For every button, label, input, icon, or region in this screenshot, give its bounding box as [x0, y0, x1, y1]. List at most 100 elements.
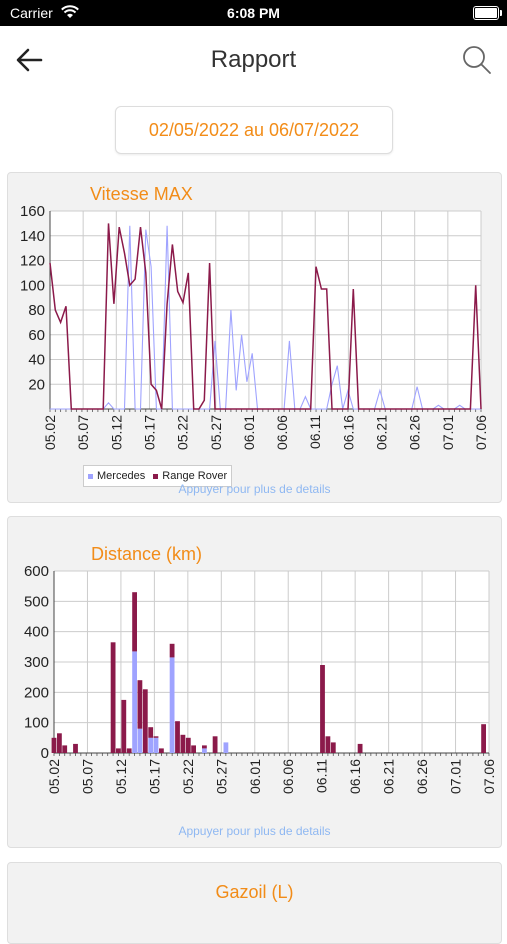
search-icon — [463, 46, 491, 74]
details-hint[interactable]: Appuyer pour plus de details — [178, 824, 331, 838]
y-tick-label: 500 — [24, 593, 49, 610]
legend-item-mercedes: Mercedes — [88, 470, 145, 482]
y-tick-label: 600 — [24, 563, 49, 580]
bar-range-rover — [148, 727, 154, 738]
x-tick-label: 06.16 — [347, 759, 363, 794]
chart-title: Gazoil (L) — [215, 882, 294, 902]
arrow-left-icon — [16, 48, 43, 72]
bar-range-rover — [142, 689, 148, 753]
y-tick-label: 100 — [24, 715, 49, 732]
y-tick-label: 40 — [28, 352, 45, 369]
legend-item-range-rover: Range Rover — [153, 470, 227, 482]
distance-chart-card[interactable]: Distance (km) 0 100 200 300 400 500 600 05.02 05… — [7, 516, 502, 848]
bar-mercedes — [153, 737, 159, 753]
x-tick-label: 05.22 — [180, 759, 196, 794]
y-tick-label: 300 — [24, 654, 49, 671]
x-tick-label: 06.06 — [274, 415, 290, 450]
bar-range-rover — [132, 592, 137, 652]
x-tick-label: 07.01 — [448, 759, 464, 794]
x-tick-label: 05.17 — [141, 415, 157, 450]
y-tick-label: 160 — [20, 203, 45, 220]
status-bar: Carrier 6:08 PM — [0, 0, 507, 26]
bar-range-rover — [116, 748, 121, 753]
x-tick-label: 07.01 — [440, 415, 456, 450]
search-button[interactable] — [461, 44, 493, 76]
x-tick-label: 06.16 — [340, 415, 356, 450]
x-tick-label: 07.06 — [473, 415, 489, 450]
bar-mercedes — [132, 651, 137, 753]
y-tick-label: 400 — [24, 624, 49, 641]
x-tick-label: 05.22 — [175, 415, 191, 450]
chart-title: Distance (km) — [91, 544, 203, 564]
bar-range-rover — [73, 743, 78, 753]
y-tick-label: 0 — [41, 745, 49, 762]
bar-mercedes — [202, 748, 207, 753]
x-tick-label: 06.11 — [307, 415, 323, 449]
bar-range-rover — [175, 721, 180, 753]
clock: 6:08 PM — [227, 5, 280, 21]
bar-range-rover — [212, 736, 218, 753]
x-tick-label: 06.21 — [381, 759, 397, 794]
bar-range-rover — [51, 737, 57, 753]
bar-range-rover — [481, 724, 486, 753]
x-tick-label: 05.12 — [113, 759, 129, 794]
details-hint[interactable]: Appuyer pour plus de details — [178, 482, 331, 496]
speed-chart-card[interactable]: Vitesse MAX 20 40 60 80 100 120 140 160 05.02 05.… — [7, 172, 502, 503]
bar-range-rover — [62, 745, 68, 753]
bar-range-rover — [159, 748, 164, 753]
bar-mercedes — [223, 742, 229, 753]
speed-chart: 20 40 60 80 100 120 140 160 05.02 05.07 05.12 05.17… — [20, 203, 489, 450]
bar-mercedes — [148, 737, 154, 753]
x-tick-label: 05.02 — [46, 759, 62, 794]
bar-mercedes — [137, 728, 143, 753]
y-tick-label: 20 — [28, 376, 45, 393]
x-tick-label: 06.26 — [407, 415, 423, 450]
wifi-icon — [60, 4, 80, 25]
y-tick-label: 120 — [20, 253, 45, 270]
series-line-range-rover — [49, 223, 482, 410]
carrier-label: Carrier — [10, 5, 53, 21]
y-tick-label: 100 — [20, 277, 45, 294]
x-tick-label: 05.07 — [79, 759, 95, 794]
bar-range-rover — [202, 745, 207, 749]
bar-range-rover — [325, 736, 331, 753]
x-tick-label: 05.27 — [208, 415, 224, 450]
x-tick-label: 06.26 — [414, 759, 430, 794]
y-tick-label: 140 — [20, 228, 45, 245]
bar-range-rover — [137, 680, 143, 729]
bar-range-rover — [169, 643, 175, 658]
bar-range-rover — [110, 642, 116, 753]
date-range-button[interactable]: 02/05/2022 au 06/07/2022 — [115, 106, 393, 154]
x-tick-label: 05.12 — [108, 415, 124, 450]
bar-range-rover — [57, 733, 62, 753]
x-tick-label: 06.21 — [374, 415, 390, 450]
bar-range-rover — [121, 699, 127, 753]
bar-range-rover — [180, 734, 186, 753]
x-tick-label: 05.27 — [213, 759, 229, 794]
y-tick-label: 80 — [28, 302, 45, 319]
x-tick-label: 06.06 — [280, 759, 296, 794]
x-tick-label: 06.01 — [241, 415, 257, 450]
bar-range-rover — [357, 743, 363, 753]
nav-bar: Rapport — [0, 26, 507, 94]
chart-title: Vitesse MAX — [90, 184, 193, 204]
bar-range-rover — [320, 665, 325, 753]
distance-chart: 0 100 200 300 400 500 600 05.02 05.07 05.12 05.17 0… — [24, 563, 497, 794]
x-tick-label: 05.07 — [75, 415, 91, 450]
bar-range-rover — [185, 737, 191, 753]
bar-range-rover — [191, 745, 196, 753]
y-tick-label: 60 — [28, 327, 45, 344]
back-button[interactable] — [14, 44, 46, 76]
bar-range-rover — [126, 748, 132, 753]
x-tick-label: 06.11 — [314, 759, 330, 793]
fuel-chart-card[interactable]: Gazoil (L) — [7, 862, 502, 944]
y-tick-label: 200 — [24, 684, 49, 701]
bar-range-rover — [330, 742, 336, 753]
x-tick-label: 05.02 — [42, 415, 58, 450]
x-tick-label: 05.17 — [146, 759, 162, 794]
chart-legend: Mercedes Range Rover — [83, 465, 233, 487]
x-tick-label: 07.06 — [481, 759, 497, 794]
battery-icon — [473, 6, 502, 20]
bar-mercedes — [169, 657, 175, 753]
page-title: Rapport — [210, 46, 297, 73]
